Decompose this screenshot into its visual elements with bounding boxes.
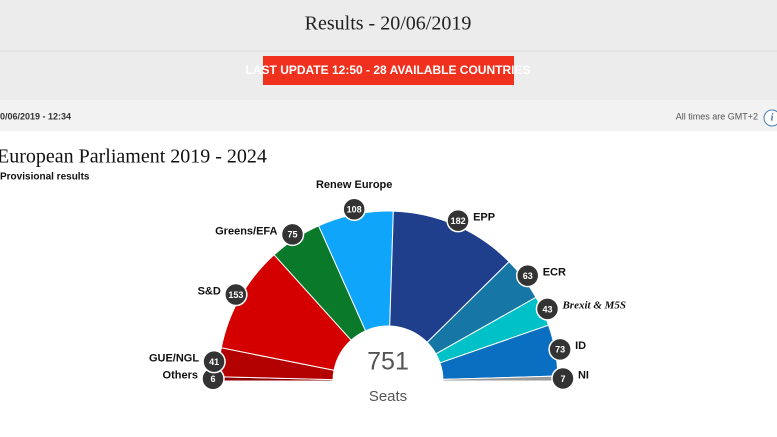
seat-count: 75 (287, 230, 297, 240)
seat-badge (535, 297, 560, 321)
seat-count: 73 (555, 345, 565, 355)
party-label: S&D (198, 285, 221, 297)
seat-count: 108 (347, 205, 362, 215)
hemicycle: 6 Others 41 GUE/NGL 153 S&D 75 Greens/EFA 108 Ren… (149, 179, 626, 436)
seat-badge (446, 208, 470, 233)
seat-badge (548, 337, 572, 362)
party-label: NI (578, 369, 589, 381)
party-label: ECR (543, 267, 566, 279)
party-label: Brexit & M5S (561, 299, 626, 311)
seat-count: 41 (209, 357, 219, 367)
party-label: GUE/NGL (149, 353, 199, 365)
seat-count: 6 (211, 374, 216, 384)
seat-count: 182 (451, 216, 466, 226)
seat-count: 63 (523, 271, 533, 281)
party-label: ID (575, 340, 586, 352)
party-label: Greens/EFA (215, 225, 277, 237)
seat-badge (515, 263, 540, 288)
party-label: Renew Europe (316, 179, 392, 191)
timestamp: 0/06/2019 - 12:34 (0, 111, 71, 121)
party-label: EPP (473, 212, 495, 224)
center-hole (333, 326, 443, 436)
seat-badge (551, 366, 575, 391)
seat-count: 43 (542, 304, 552, 314)
info-icon[interactable] (763, 109, 777, 127)
timezone: All times are GMT+2 (676, 111, 758, 121)
seat-count: 7 (560, 374, 565, 384)
banner-text: LAST UPDATE 12:50 - 28 AVAILABLE COUNTRI… (246, 63, 531, 77)
chart-subtitle: Provisional results (0, 172, 90, 183)
party-label: Others (163, 370, 198, 382)
seat-badge (202, 349, 226, 374)
chart-title: European Parliament 2019 - 2024 (0, 146, 267, 168)
page-title: Results - 20/06/2019 (305, 13, 472, 35)
total-label: Seats (369, 388, 407, 405)
time-bar (0, 100, 777, 131)
seat-badge (280, 222, 305, 247)
update-banner[interactable] (263, 56, 514, 85)
seat-badge (224, 282, 248, 307)
seat-badge (342, 197, 366, 222)
info-icon-glyph: i (770, 112, 774, 124)
total-seats: 751 (367, 348, 409, 376)
seat-count: 153 (228, 290, 243, 300)
